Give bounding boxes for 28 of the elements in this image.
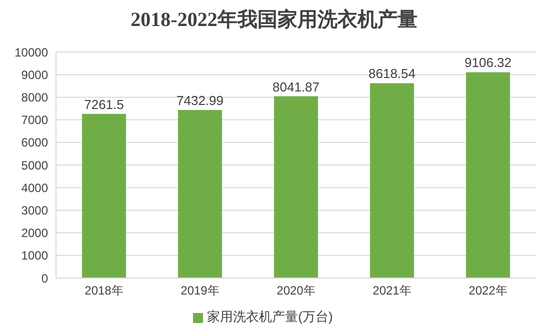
x-tick-label: 2018年 (84, 284, 124, 298)
y-tick-label: 9000 (21, 68, 48, 82)
data-label: 8618.54 (368, 66, 416, 82)
legend-label: 家用洗衣机产量(万台) (207, 309, 333, 324)
y-tick-label: 8000 (21, 90, 48, 104)
bar (274, 96, 318, 278)
y-tick-label: 0 (41, 271, 48, 286)
y-tick-label: 7000 (21, 113, 48, 128)
bar (370, 83, 414, 278)
chart-title: 2018-2022年我国家用洗衣机产量 (130, 8, 418, 33)
y-tick-label: 6000 (21, 136, 48, 150)
data-label: 7261.5 (84, 96, 124, 112)
y-tick-label: 2000 (21, 226, 48, 240)
x-tick-label: 2021年 (372, 284, 412, 298)
y-tick-label: 10000 (14, 45, 48, 60)
data-label: 7432.99 (176, 93, 224, 108)
x-tick-label: 2022年 (468, 284, 508, 298)
bar (466, 72, 510, 278)
y-tick-label: 1000 (21, 248, 48, 263)
x-tick-label: 2020年 (276, 284, 316, 298)
y-tick-label: 3000 (21, 203, 48, 218)
x-tick-label: 2019年 (180, 284, 220, 298)
bar (178, 110, 222, 278)
y-tick-label: 4000 (21, 180, 48, 195)
y-tick-label: 5000 (21, 158, 48, 172)
data-label: 9106.32 (464, 55, 512, 70)
bar (82, 114, 126, 278)
data-label: 8041.87 (272, 79, 320, 94)
